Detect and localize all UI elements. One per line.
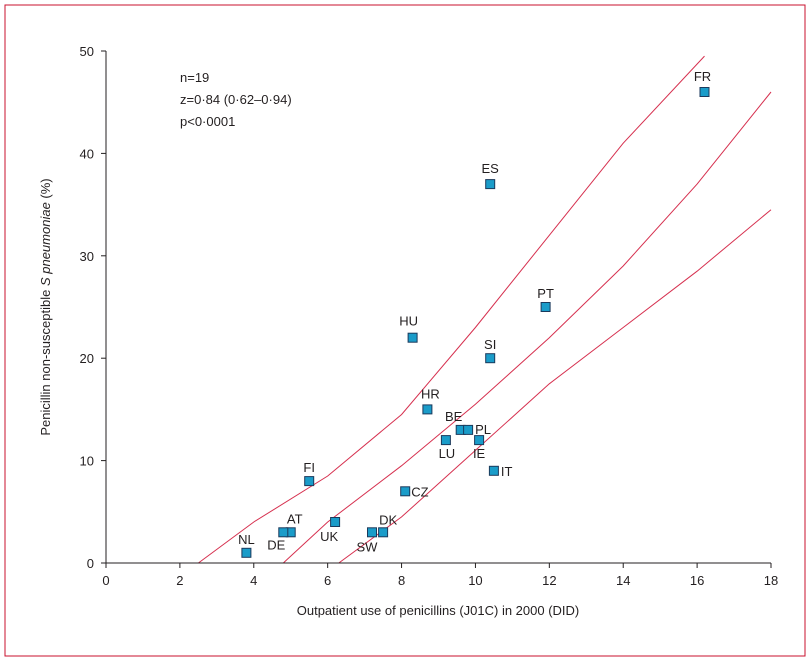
- x-tick-label: 12: [542, 573, 556, 588]
- point-label-at: AT: [287, 511, 303, 526]
- data-point-hr: [422, 404, 433, 415]
- point-label-es: ES: [482, 161, 500, 176]
- data-point-si: [485, 353, 496, 364]
- y-axis-title-unit: (%): [38, 178, 53, 202]
- point-label-nl: NL: [238, 532, 255, 547]
- stat-p: p<0·0001: [180, 114, 235, 129]
- y-tick-label: 40: [80, 146, 94, 161]
- stat-z: z=0·84 (0·62–0·94): [180, 92, 292, 107]
- point-label-fi: FI: [303, 460, 315, 475]
- x-tick-label: 4: [250, 573, 257, 588]
- point-label-hr: HR: [421, 386, 440, 401]
- data-point-lu: [440, 435, 451, 446]
- data-point-pt: [540, 302, 551, 312]
- data-point-dk: [378, 527, 389, 538]
- point-label-si: SI: [484, 337, 496, 352]
- x-tick-label: 0: [102, 573, 109, 588]
- data-point-uk: [330, 517, 341, 527]
- data-points: [241, 87, 710, 558]
- point-label-sw: SW: [357, 539, 379, 554]
- y-axis-title: Penicillin non-susceptible S pneumoniae …: [38, 178, 53, 435]
- y-tick-label: 20: [80, 351, 94, 366]
- point-label-uk: UK: [320, 529, 338, 544]
- data-point-cz: [400, 486, 411, 497]
- y-axis-title-species: S pneumoniae: [38, 202, 53, 286]
- data-point-fi: [304, 476, 315, 487]
- point-label-it: IT: [501, 464, 513, 479]
- statistics-annotation: n=19 z=0·84 (0·62–0·94) p<0·0001: [180, 70, 292, 129]
- data-point-it: [488, 465, 499, 476]
- x-tick-label: 6: [324, 573, 331, 588]
- point-label-hu: HU: [399, 314, 418, 329]
- point-label-cz: CZ: [411, 484, 428, 499]
- point-label-be: BE: [445, 409, 463, 424]
- fit-line-fit: [282, 91, 772, 564]
- x-tick-label: 10: [468, 573, 482, 588]
- y-tick-label: 50: [80, 44, 94, 59]
- data-point-ie: [474, 435, 485, 446]
- data-point-sw: [367, 527, 377, 538]
- point-label-lu: LU: [439, 446, 456, 461]
- y-tick-label: 0: [87, 556, 94, 571]
- point-label-fr: FR: [694, 69, 711, 84]
- x-tick-label: 18: [764, 573, 778, 588]
- data-point-de: [278, 527, 289, 538]
- stat-n: n=19: [180, 70, 209, 85]
- point-label-de: DE: [267, 537, 285, 552]
- y-tick-label: 30: [80, 249, 94, 264]
- x-tick-label: 8: [398, 573, 405, 588]
- x-tick-label: 2: [176, 573, 183, 588]
- axes: 0 2 4 6 8 10 12 14 16 18 0 10 20 30 40 50: [80, 44, 779, 588]
- y-axis-title-text: Penicillin non-susceptible: [38, 286, 53, 436]
- point-label-pt: PT: [537, 286, 554, 301]
- data-point-es: [485, 179, 496, 190]
- point-label-pl: PL: [475, 422, 491, 437]
- data-point-nl: [241, 547, 252, 558]
- point-label-dk: DK: [379, 512, 397, 527]
- figure-border: [4, 4, 806, 657]
- data-point-hu: [407, 332, 418, 343]
- y-tick-label: 10: [80, 454, 94, 469]
- data-point-pl: [463, 424, 474, 435]
- x-axis-title: Outpatient use of penicillins (J01C) in …: [297, 603, 580, 618]
- x-tick-label: 14: [616, 573, 630, 588]
- fit-line-lower-ci: [338, 209, 772, 564]
- point-label-ie: IE: [473, 446, 486, 461]
- data-point-fr: [699, 87, 710, 97]
- x-tick-label: 16: [690, 573, 704, 588]
- fit-line-upper-ci: [198, 55, 705, 564]
- regression-lines: [198, 55, 772, 564]
